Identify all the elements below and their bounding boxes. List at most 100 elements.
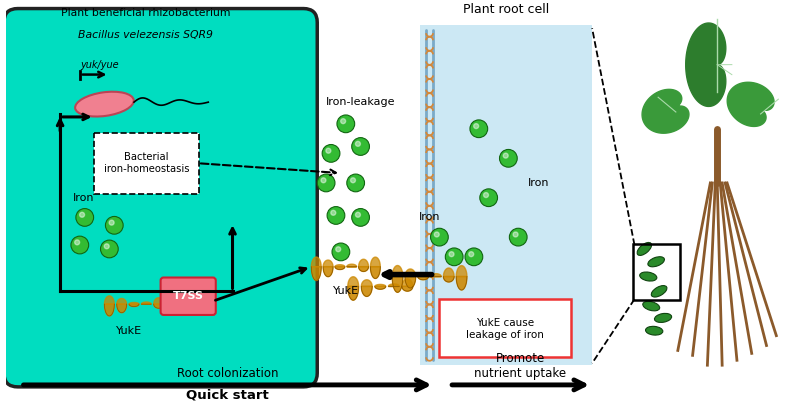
Circle shape (341, 119, 346, 124)
Circle shape (346, 174, 365, 192)
Polygon shape (370, 257, 380, 267)
Polygon shape (642, 89, 689, 133)
Circle shape (469, 252, 474, 257)
Polygon shape (335, 267, 345, 269)
Ellipse shape (642, 301, 660, 311)
Circle shape (322, 145, 340, 162)
Circle shape (499, 149, 518, 167)
Polygon shape (348, 277, 358, 286)
Polygon shape (105, 296, 114, 304)
Polygon shape (389, 284, 399, 286)
Text: Plant beneficial rhizobacterium: Plant beneficial rhizobacterium (61, 8, 230, 19)
Circle shape (355, 141, 361, 146)
Circle shape (326, 148, 331, 153)
Circle shape (104, 244, 109, 249)
Polygon shape (456, 276, 467, 290)
Polygon shape (323, 260, 333, 267)
Polygon shape (456, 265, 467, 276)
Text: YukE cause
leakage of iron: YukE cause leakage of iron (466, 318, 544, 339)
Circle shape (318, 174, 335, 192)
Polygon shape (105, 304, 114, 316)
Circle shape (449, 252, 454, 257)
Polygon shape (142, 302, 151, 304)
Ellipse shape (75, 92, 134, 116)
Polygon shape (418, 274, 429, 276)
Circle shape (106, 217, 123, 234)
Circle shape (332, 243, 350, 261)
Circle shape (352, 208, 370, 226)
Polygon shape (117, 304, 126, 313)
Polygon shape (311, 257, 321, 267)
Polygon shape (443, 268, 454, 276)
Polygon shape (392, 276, 403, 292)
Text: Plant root cell: Plant root cell (462, 4, 549, 17)
FancyBboxPatch shape (161, 278, 216, 315)
Bar (420, 25, 592, 365)
Polygon shape (117, 299, 126, 304)
Circle shape (355, 212, 361, 217)
Circle shape (434, 232, 439, 237)
Polygon shape (311, 267, 321, 280)
Circle shape (465, 248, 482, 266)
Text: Iron: Iron (528, 178, 550, 188)
Circle shape (109, 220, 114, 225)
Circle shape (470, 120, 488, 138)
Polygon shape (443, 276, 454, 282)
Polygon shape (154, 298, 163, 304)
Text: YukE: YukE (333, 286, 359, 297)
Text: yuk/yue: yuk/yue (80, 60, 118, 70)
Polygon shape (335, 265, 345, 267)
Polygon shape (418, 276, 429, 280)
Circle shape (321, 178, 326, 183)
Polygon shape (358, 267, 369, 271)
Circle shape (331, 210, 336, 215)
Polygon shape (392, 265, 403, 276)
FancyBboxPatch shape (4, 8, 318, 387)
Polygon shape (323, 267, 333, 277)
Polygon shape (129, 304, 139, 307)
Circle shape (483, 193, 489, 198)
Polygon shape (402, 279, 413, 286)
Circle shape (446, 248, 463, 266)
Text: Quick start: Quick start (186, 389, 269, 402)
Circle shape (101, 240, 118, 258)
FancyBboxPatch shape (94, 133, 199, 194)
FancyBboxPatch shape (439, 299, 571, 357)
Text: Iron: Iron (419, 213, 440, 222)
Circle shape (510, 228, 527, 246)
Text: YukE: YukE (116, 326, 142, 336)
Circle shape (350, 178, 355, 183)
Circle shape (352, 138, 370, 156)
Text: T7SS: T7SS (173, 291, 204, 301)
Circle shape (430, 228, 448, 246)
Polygon shape (129, 303, 139, 304)
Text: Iron: Iron (73, 193, 94, 203)
Polygon shape (405, 276, 416, 288)
Polygon shape (727, 82, 774, 126)
Polygon shape (402, 286, 413, 291)
Circle shape (71, 236, 89, 254)
Polygon shape (362, 286, 372, 297)
Ellipse shape (651, 286, 667, 297)
Polygon shape (430, 274, 442, 276)
Text: Bacillus velezensis SQR9: Bacillus velezensis SQR9 (78, 30, 214, 40)
Polygon shape (686, 23, 726, 106)
Circle shape (336, 247, 341, 252)
Text: Root colonization: Root colonization (177, 367, 278, 380)
Polygon shape (346, 264, 357, 267)
Polygon shape (154, 304, 163, 308)
Polygon shape (358, 259, 369, 267)
Text: Iron-leakage: Iron-leakage (326, 97, 395, 107)
Circle shape (76, 208, 94, 226)
Polygon shape (375, 284, 386, 286)
Circle shape (480, 189, 498, 206)
Circle shape (79, 212, 85, 217)
Circle shape (337, 115, 354, 133)
Ellipse shape (646, 326, 663, 335)
Circle shape (513, 232, 518, 237)
Circle shape (327, 206, 345, 224)
Text: Bacterial
iron-homeostasis: Bacterial iron-homeostasis (103, 152, 189, 174)
Polygon shape (362, 280, 372, 286)
Circle shape (474, 124, 478, 128)
Polygon shape (375, 286, 386, 289)
